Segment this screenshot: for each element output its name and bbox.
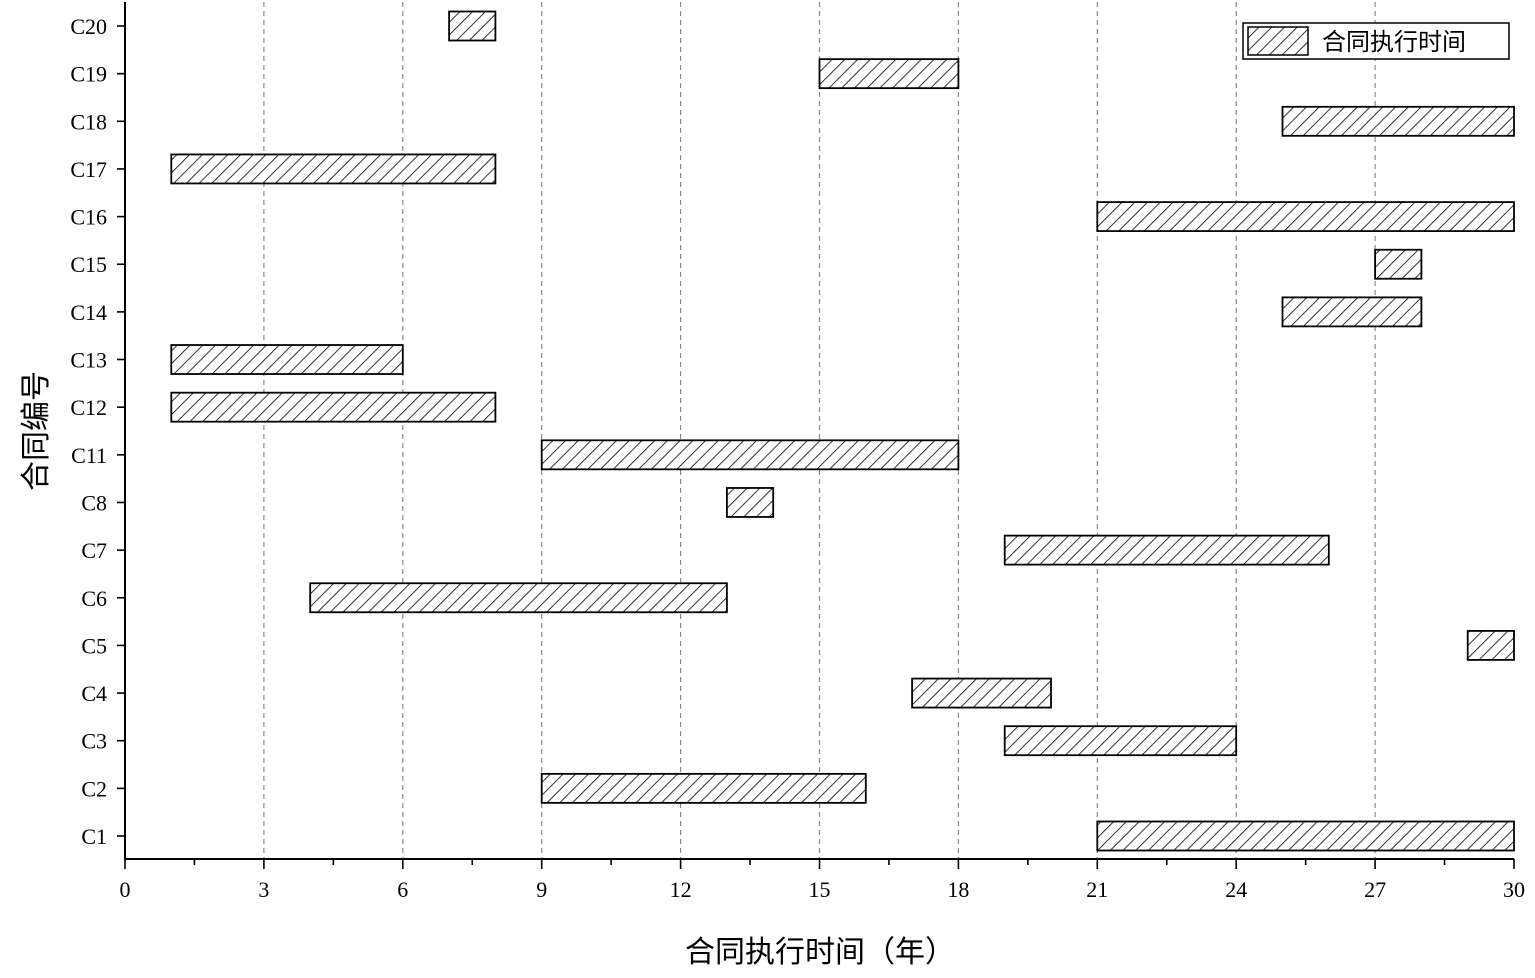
bar-C6 <box>309 582 728 614</box>
y-tick-label-C16: C16 <box>70 205 107 230</box>
legend-swatch <box>1247 26 1309 56</box>
x-tick-label-24: 24 <box>1225 877 1247 902</box>
bar-C16 <box>1096 201 1515 232</box>
bars <box>170 10 1515 852</box>
y-tick-label-C4: C4 <box>81 681 107 706</box>
y-tick-label-C15: C15 <box>70 252 107 277</box>
axes <box>117 2 1515 869</box>
grid-lines <box>263 2 1376 859</box>
y-tick-label-C14: C14 <box>70 300 107 325</box>
y-tick-label-C18: C18 <box>70 109 107 134</box>
bar-C13 <box>170 344 404 375</box>
bar-C15 <box>1374 248 1423 280</box>
tick-labels: 0 3 6 9 12 15 18 21 24 27 30 C1 C2 C3 C4 C5 C6 C7 C8 C11 C12… <box>70 14 1525 902</box>
bar-C4 <box>911 677 1052 709</box>
x-tick-label-27: 27 <box>1364 877 1386 902</box>
y-tick-label-C2: C2 <box>81 776 107 801</box>
y-tick-label-C11: C11 <box>71 443 107 468</box>
x-tick-label-9: 9 <box>536 877 547 902</box>
bar-C1 <box>1096 820 1515 852</box>
y-tick-label-C1: C1 <box>81 824 107 849</box>
y-axis-title: 合同编号 <box>19 371 54 491</box>
bar-C7 <box>1003 534 1330 566</box>
x-tick-label-0: 0 <box>120 877 131 902</box>
y-tick-label-C5: C5 <box>81 633 107 658</box>
x-tick-label-12: 12 <box>670 877 692 902</box>
bar-C12 <box>170 391 497 423</box>
x-tick-label-21: 21 <box>1086 877 1108 902</box>
bar-C8 <box>726 487 775 518</box>
bar-C20 <box>448 10 497 42</box>
y-tick-label-C12: C12 <box>70 395 107 420</box>
y-tick-label-C7: C7 <box>81 538 107 563</box>
y-tick-label-C3: C3 <box>81 729 107 754</box>
bar-C2 <box>540 772 867 804</box>
legend-label: 合同执行时间 <box>1322 28 1466 56</box>
x-tick-label-6: 6 <box>397 877 408 902</box>
legend: 合同执行时间 <box>1242 22 1510 60</box>
x-tick-label-3: 3 <box>258 877 269 902</box>
bar-C18 <box>1281 105 1515 137</box>
bar-C14 <box>1281 296 1423 328</box>
x-axis-title: 合同执行时间（年） <box>685 935 955 970</box>
y-tick-label-C6: C6 <box>81 586 107 611</box>
y-tick-label-C19: C19 <box>70 62 107 87</box>
bar-C3 <box>1003 725 1238 757</box>
y-tick-label-C13: C13 <box>70 348 107 373</box>
x-tick-label-15: 15 <box>809 877 831 902</box>
y-tick-label-C8: C8 <box>81 490 107 515</box>
bar-C19 <box>818 58 960 90</box>
bar-C11 <box>540 439 960 471</box>
x-tick-label-30: 30 <box>1503 877 1525 902</box>
y-tick-label-C17: C17 <box>70 157 107 182</box>
bar-C5 <box>1466 630 1515 661</box>
bar-C17 <box>170 153 497 185</box>
y-tick-label-C20: C20 <box>70 14 107 39</box>
x-tick-label-18: 18 <box>947 877 969 902</box>
